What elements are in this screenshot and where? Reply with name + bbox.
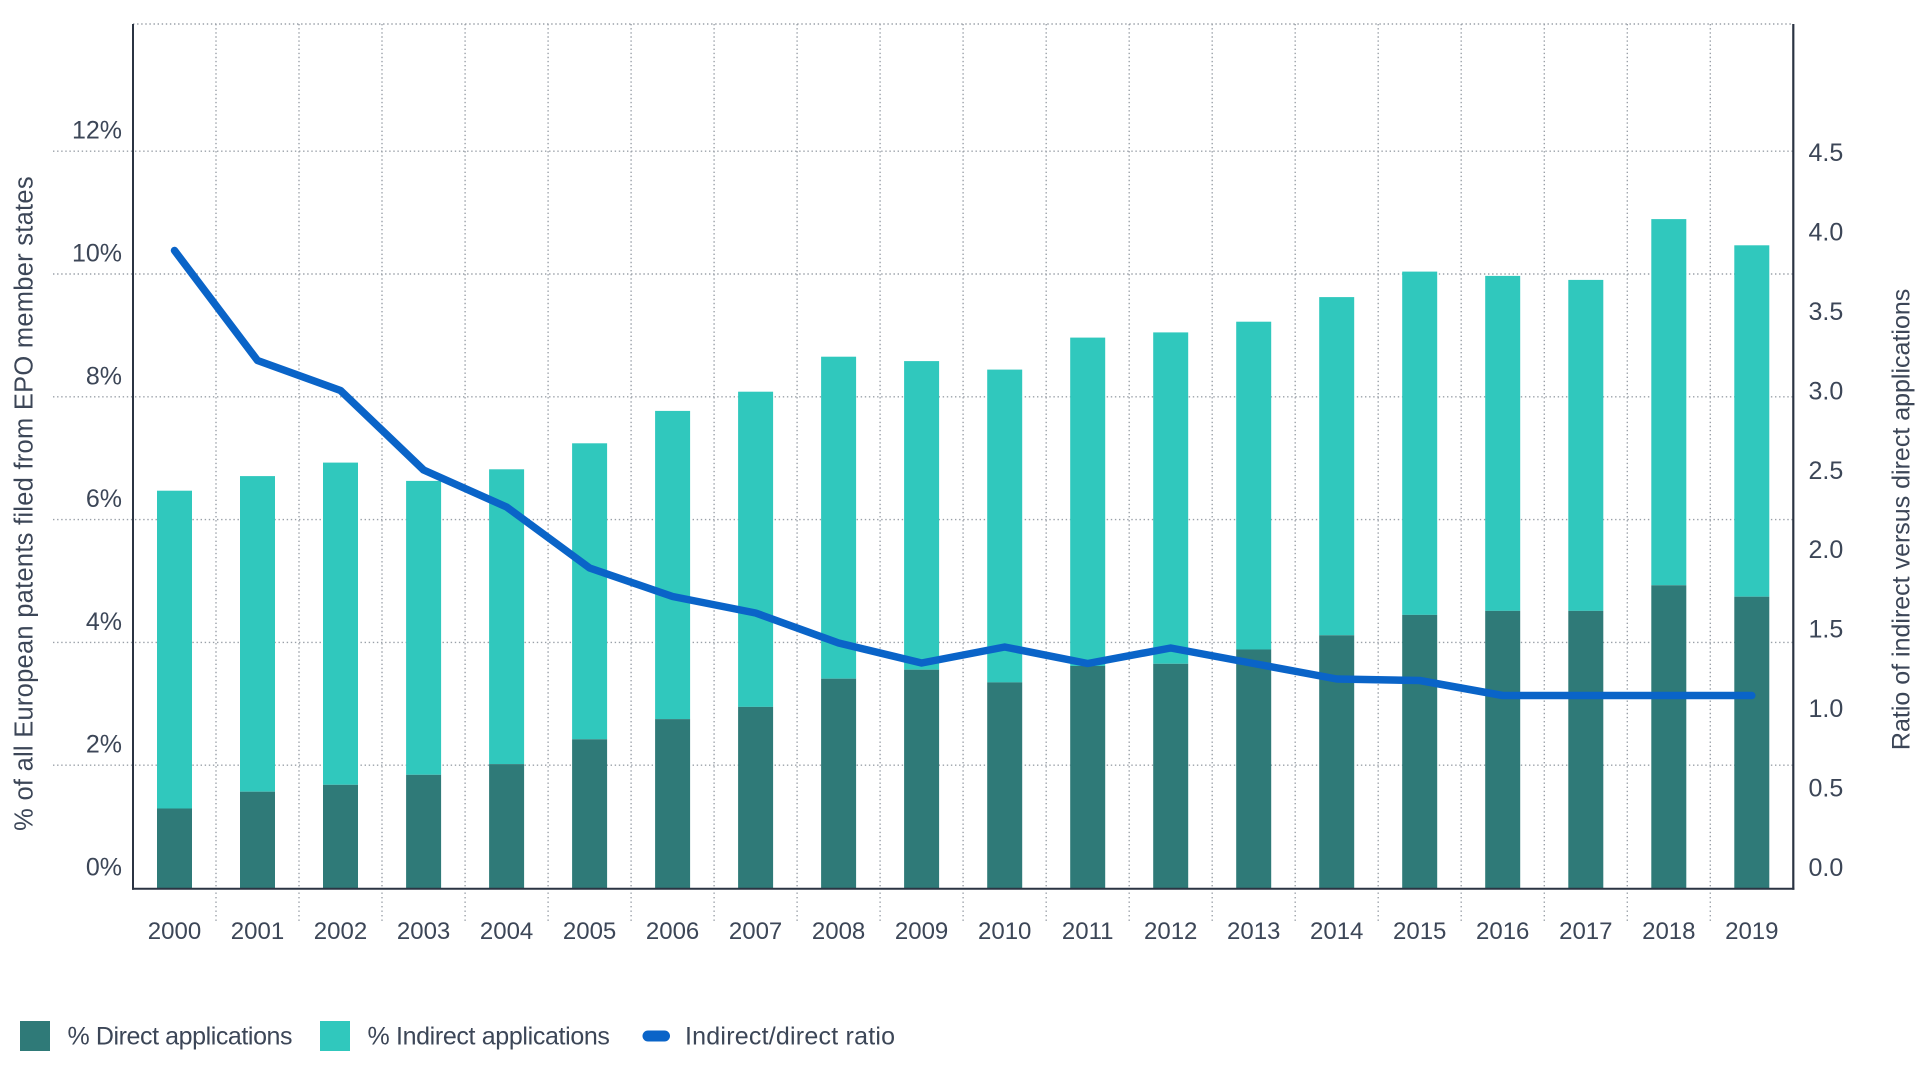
svg-text:1.0: 1.0 xyxy=(1809,695,1844,723)
svg-text:6%: 6% xyxy=(86,485,122,513)
svg-text:2006: 2006 xyxy=(646,918,699,945)
svg-text:0.5: 0.5 xyxy=(1809,775,1844,803)
svg-text:% Direct applications: % Direct applications xyxy=(68,1023,293,1051)
svg-text:4%: 4% xyxy=(86,608,122,636)
svg-text:2002: 2002 xyxy=(314,918,367,945)
svg-text:2009: 2009 xyxy=(895,918,948,945)
svg-text:2019: 2019 xyxy=(1725,918,1778,945)
svg-text:10%: 10% xyxy=(72,240,122,268)
svg-text:2013: 2013 xyxy=(1227,918,1280,945)
svg-text:1.5: 1.5 xyxy=(1809,616,1844,644)
svg-text:% of all European patents file: % of all European patents filed from EPO… xyxy=(11,176,39,831)
svg-text:2011: 2011 xyxy=(1062,918,1114,945)
svg-text:2007: 2007 xyxy=(729,918,782,945)
svg-text:2005: 2005 xyxy=(563,918,616,945)
svg-text:% Indirect applications: % Indirect applications xyxy=(368,1023,610,1051)
svg-text:0%: 0% xyxy=(86,854,122,882)
svg-text:2008: 2008 xyxy=(812,918,865,945)
svg-text:3.5: 3.5 xyxy=(1809,298,1844,326)
svg-text:2012: 2012 xyxy=(1144,918,1197,945)
svg-text:2.5: 2.5 xyxy=(1809,457,1844,485)
svg-text:3.0: 3.0 xyxy=(1809,377,1844,405)
svg-text:2017: 2017 xyxy=(1559,918,1612,945)
svg-text:4.5: 4.5 xyxy=(1809,139,1844,167)
svg-text:12%: 12% xyxy=(72,117,122,145)
svg-text:2018: 2018 xyxy=(1642,918,1695,945)
svg-text:0.0: 0.0 xyxy=(1809,854,1844,882)
svg-text:2.0: 2.0 xyxy=(1809,536,1844,564)
svg-text:Ratio of indirect versus direc: Ratio of indirect versus direct applicat… xyxy=(1887,289,1915,750)
svg-text:8%: 8% xyxy=(86,362,122,390)
svg-text:4.0: 4.0 xyxy=(1809,218,1844,246)
svg-text:2003: 2003 xyxy=(397,918,450,945)
svg-text:2004: 2004 xyxy=(480,918,533,945)
svg-text:Indirect/direct ratio: Indirect/direct ratio xyxy=(685,1023,895,1051)
svg-text:2001: 2001 xyxy=(231,918,284,945)
svg-text:2%: 2% xyxy=(86,731,122,759)
svg-text:2016: 2016 xyxy=(1476,918,1529,945)
svg-text:2014: 2014 xyxy=(1310,918,1363,945)
svg-text:2000: 2000 xyxy=(148,918,201,945)
svg-text:2015: 2015 xyxy=(1393,918,1446,945)
svg-text:2010: 2010 xyxy=(978,918,1031,945)
